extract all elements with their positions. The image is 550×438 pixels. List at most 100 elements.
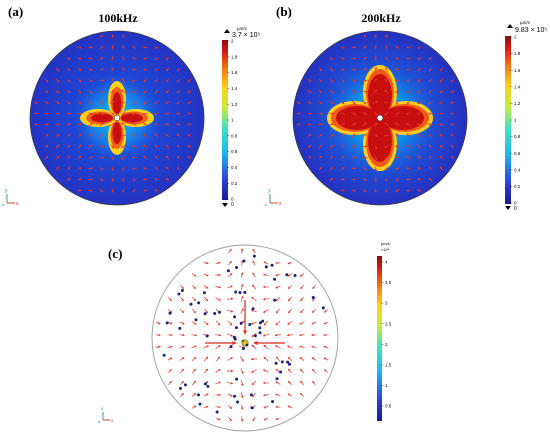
field-arrow [395,133,400,138]
field-arrow [192,296,196,302]
field-arrow [154,155,159,160]
field-arrow [187,101,192,104]
field-arrow [450,78,455,83]
field-arrow [176,123,181,126]
field-arrow [362,188,367,193]
field-arrow [312,296,316,302]
field-arrow [154,178,159,181]
field-arrow [165,78,170,83]
field-arrow [351,133,356,138]
particle [253,334,257,338]
field-arrow [417,46,422,49]
field-arrow [77,189,82,192]
field-arrow [251,380,257,386]
field-arrow [340,123,346,126]
field-arrow [44,155,49,160]
field-arrow [312,369,316,373]
field-arrow [153,112,159,115]
field-arrow [323,345,329,349]
field-arrow [121,78,126,83]
field-arrow [240,283,244,290]
field-arrow [428,133,433,138]
field-arrow [428,166,433,171]
field-arrow [362,68,367,71]
field-arrow [383,134,390,137]
field-arrow [99,156,105,159]
field-arrow [450,90,455,93]
field-arrow [439,89,444,94]
field-arrow [167,369,173,373]
field-arrow [44,89,49,94]
field-arrow [263,356,269,362]
particle [205,334,209,338]
panel-a-colorbar-ticks: 2 1.8 1.6 1.4 1.2 1 0.8 0.6 0.4 0.2 0 [227,39,238,202]
field-arrow [252,260,256,266]
field-arrow [311,357,317,361]
colorbar-tick-label: 0.6 [231,149,238,154]
colorbar-tick-label: 3.5 [385,280,392,285]
particle [177,292,181,296]
panel-c-field-plot [151,244,339,432]
field-arrow [164,123,170,126]
panel-b-colorbar-ticks: 2 1.8 1.6 1.4 1.2 1 0.8 0.6 0.4 0.2 0 [510,35,521,206]
field-arrow [111,34,114,39]
particle [270,263,274,267]
particle [178,326,182,330]
field-arrow [66,123,72,126]
panel-a-colorbar-unit: µm/s [237,26,248,31]
field-arrow [215,261,221,265]
field-arrow [165,155,170,160]
field-arrow [111,188,114,193]
field-arrow [110,89,115,94]
panel-b-max-marker [507,24,513,28]
colorbar-tick-label: 1.6 [231,70,238,75]
field-arrow [240,380,244,387]
field-arrow [439,78,444,83]
field-arrow [165,166,170,171]
field-arrow [318,123,323,126]
field-arrow [240,295,244,303]
field-arrow [439,67,444,72]
colorbar-tick-label: 1 [514,118,517,123]
field-arrow [416,112,422,115]
field-arrow [406,78,411,83]
particle [234,290,238,294]
field-arrow [168,380,172,386]
field-arrow [312,380,316,386]
field-arrow [406,144,411,149]
field-arrow [351,68,357,71]
colorbar-tick-label: 0.6 [514,151,521,156]
particle [206,384,210,388]
field-arrow [191,393,197,397]
field-arrow [66,133,71,138]
field-arrow [318,144,323,149]
field-arrow [111,56,114,61]
field-arrow [450,155,455,160]
particle [197,393,200,397]
field-arrow [155,321,161,325]
field-arrow [88,100,93,105]
particle [203,312,207,316]
colorbar-tick-label: 0.8 [514,134,521,139]
field-arrow [395,122,400,127]
field-arrow [131,90,137,93]
field-arrow [132,133,137,138]
field-arrow [300,393,304,397]
field-arrow [385,177,388,182]
field-arrow [165,67,170,72]
field-arrow [362,45,367,50]
field-arrow [417,144,422,149]
field-arrow [406,133,411,138]
panel-a-field-plot [29,30,205,206]
field-arrow [111,155,114,161]
field-arrow [99,122,104,127]
field-arrow [165,144,170,149]
field-arrow [154,57,159,60]
field-arrow [122,177,125,182]
panel-b-field-plot [292,30,468,206]
field-arrow [395,57,400,60]
field-arrow [275,393,281,397]
field-arrow [450,144,455,149]
field-arrow [176,101,181,104]
field-arrow [287,308,293,314]
